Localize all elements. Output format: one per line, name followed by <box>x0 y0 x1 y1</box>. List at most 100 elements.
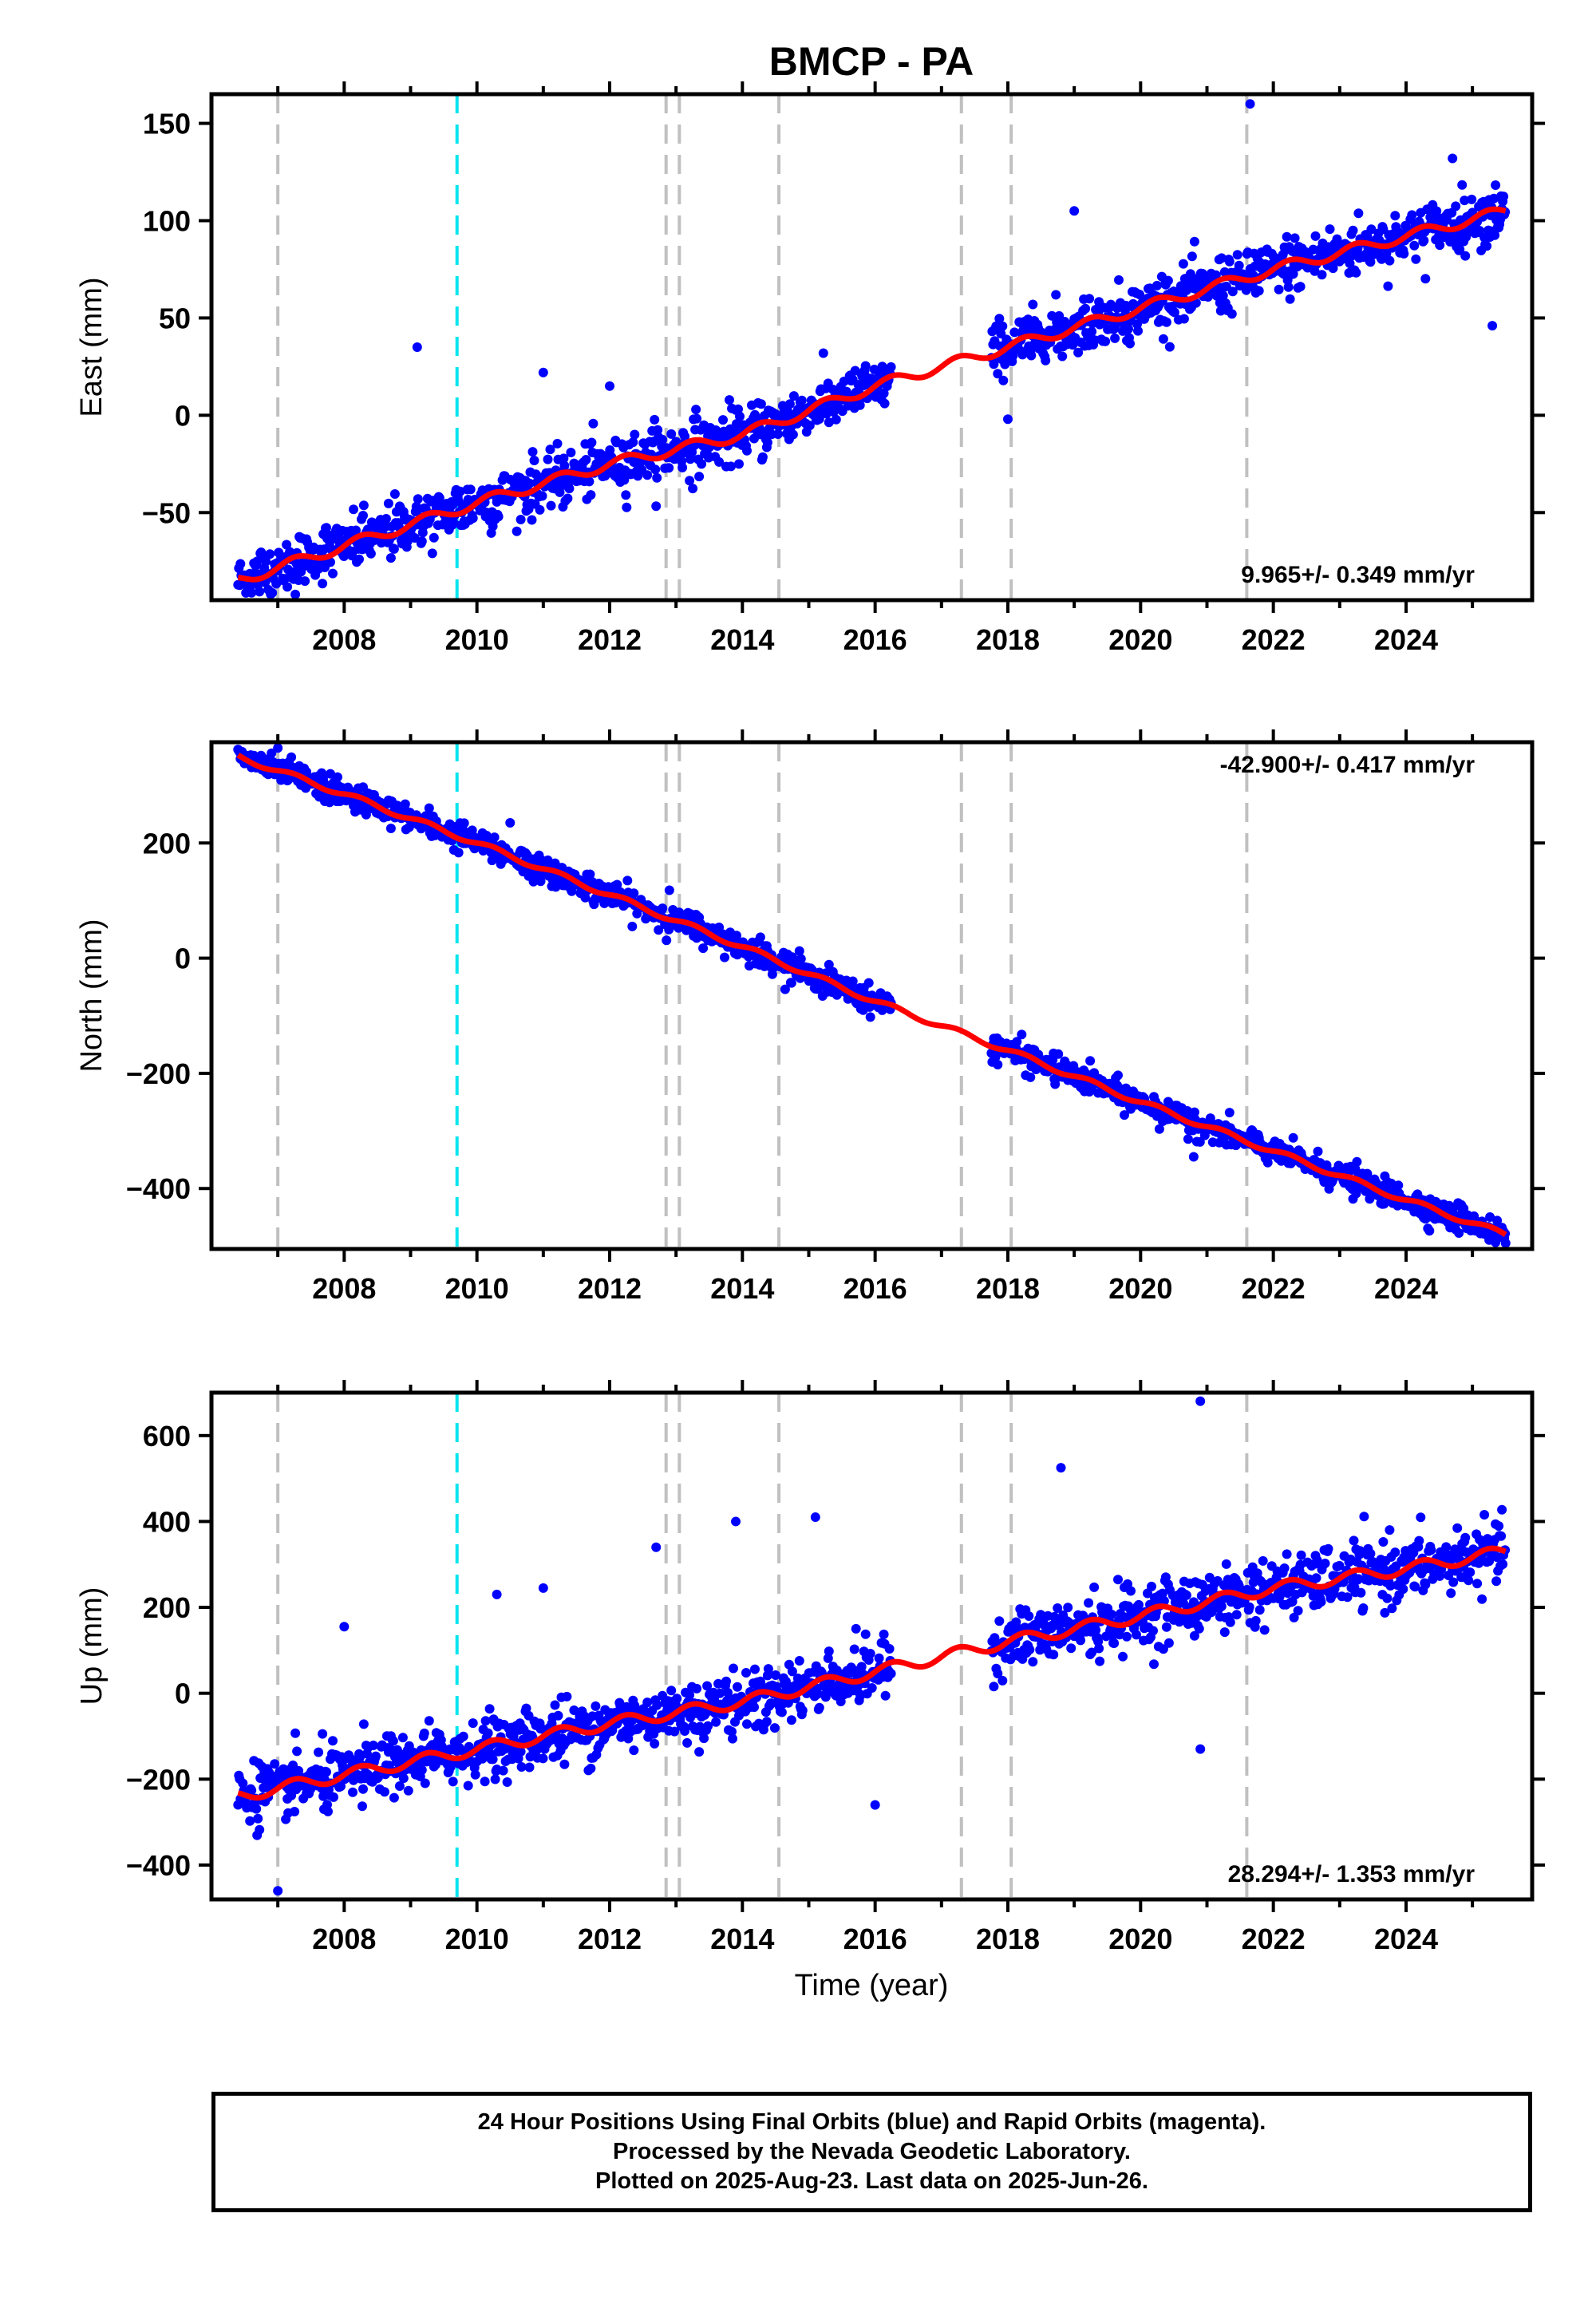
data-point <box>794 946 804 956</box>
data-point <box>1126 1586 1136 1596</box>
data-point <box>587 437 597 448</box>
data-point <box>993 1669 1003 1678</box>
data-point <box>1334 1560 1345 1571</box>
data-point <box>994 1616 1005 1626</box>
data-point <box>831 414 841 425</box>
x-tick-label: 2010 <box>445 1272 509 1305</box>
data-point <box>270 1759 280 1769</box>
data-point <box>1409 240 1420 251</box>
x-tick-label: 2014 <box>710 1272 774 1305</box>
data-point <box>368 1741 378 1750</box>
x-tick-label: 2022 <box>1242 1923 1306 1955</box>
data-point <box>742 1719 752 1729</box>
data-point <box>658 903 668 914</box>
outlier-point <box>538 367 548 377</box>
data-point <box>732 419 741 429</box>
data-point <box>1026 350 1037 361</box>
x-tick-label: 2020 <box>1108 1272 1172 1305</box>
data-point <box>1211 270 1221 280</box>
data-point <box>814 1702 824 1713</box>
data-point <box>1365 1548 1376 1559</box>
data-point <box>1399 248 1409 259</box>
data-point <box>328 568 338 579</box>
data-point <box>559 453 569 464</box>
data-point <box>512 526 522 536</box>
data-point <box>699 1733 709 1744</box>
data-point <box>1017 1030 1027 1040</box>
data-point <box>1283 282 1294 292</box>
data-point <box>998 1675 1008 1686</box>
data-point <box>858 381 868 391</box>
data-point <box>1057 351 1068 362</box>
data-point <box>1109 1638 1120 1648</box>
data-point <box>564 484 575 494</box>
data-point <box>714 456 725 467</box>
outlier-point <box>604 381 614 391</box>
x-tick-label: 2014 <box>710 1923 774 1955</box>
x-tick-label: 2016 <box>843 1272 907 1305</box>
data-point <box>1225 1617 1235 1627</box>
data-point <box>812 1689 823 1699</box>
data-point <box>282 539 292 550</box>
data-point <box>385 824 396 833</box>
data-point <box>621 490 631 500</box>
data-point <box>586 1763 596 1773</box>
data-point <box>788 429 798 440</box>
data-point <box>493 512 504 522</box>
data-point <box>718 415 728 425</box>
data-point <box>1219 1627 1230 1638</box>
data-point <box>863 978 874 988</box>
data-point <box>247 1785 257 1796</box>
data-point <box>1382 1593 1393 1603</box>
data-point <box>1390 1547 1400 1558</box>
data-point <box>1355 1546 1365 1556</box>
data-point <box>528 876 539 887</box>
data-point <box>1288 1132 1298 1143</box>
data-point <box>650 464 661 475</box>
data-point <box>1012 1037 1022 1047</box>
y-axis-label: Up (mm) <box>75 1587 109 1705</box>
data-point <box>865 1649 875 1658</box>
data-point <box>1028 1657 1038 1667</box>
data-point <box>622 875 633 886</box>
data-point <box>784 399 795 409</box>
data-point <box>1147 1581 1156 1591</box>
data-point <box>379 1787 389 1797</box>
data-point <box>1124 324 1133 334</box>
data-point <box>1491 1576 1502 1587</box>
y-tick-label: 0 <box>175 943 191 975</box>
data-point <box>521 1703 531 1713</box>
data-point <box>552 438 563 449</box>
data-point <box>692 1683 702 1694</box>
data-point <box>1387 1603 1397 1614</box>
data-point <box>1134 1599 1144 1610</box>
data-point <box>856 1662 867 1672</box>
data-point <box>1345 259 1355 268</box>
data-point <box>537 491 547 501</box>
data-point <box>563 493 573 504</box>
data-point <box>1221 1559 1231 1569</box>
data-point <box>642 470 653 480</box>
data-point <box>1028 299 1038 310</box>
north-panel: −400 −200 0 200 2008 2010 2012 2014 2016 2018 2020… <box>75 729 1545 1305</box>
data-point <box>543 454 553 464</box>
data-point <box>1024 1611 1034 1621</box>
data-point <box>664 463 674 473</box>
data-point <box>326 557 335 567</box>
data-point <box>1169 307 1179 318</box>
data-point <box>824 959 834 970</box>
data-point <box>725 395 734 405</box>
data-point <box>398 1773 409 1784</box>
data-point <box>1157 1588 1167 1599</box>
axes-frame <box>209 1390 1535 1902</box>
data-point <box>720 952 729 962</box>
data-point <box>1385 1581 1396 1591</box>
data-point <box>417 1765 427 1775</box>
x-tick-label: 2008 <box>312 1272 376 1305</box>
data-point <box>804 421 815 431</box>
data-point <box>1025 1645 1035 1654</box>
outlier-point <box>1056 1463 1066 1473</box>
data-point <box>326 769 335 779</box>
data-point <box>448 1777 458 1787</box>
data-point <box>1259 1625 1270 1635</box>
